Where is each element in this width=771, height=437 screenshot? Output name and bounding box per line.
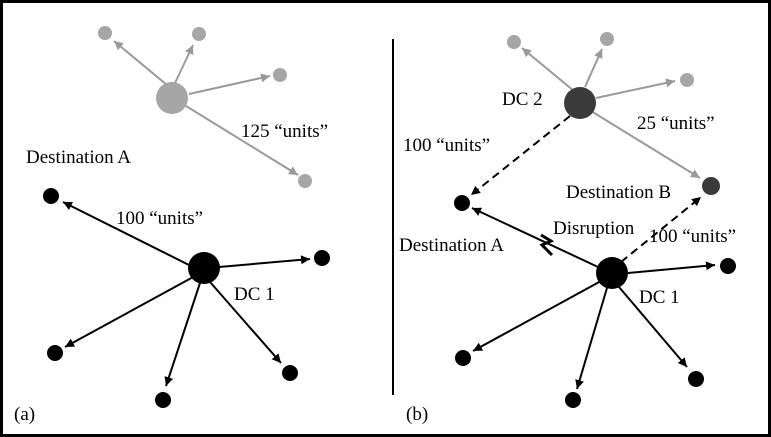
panel-a-gray-edge: [174, 44, 194, 84]
panel-b-gray-nodes: [507, 32, 694, 87]
panel-a-tag: (a): [14, 404, 36, 425]
network-diagram: [43, 26, 736, 408]
panel-a-destination-node: [47, 345, 63, 361]
panel-b-destination-node: [565, 392, 581, 408]
panel-a-gray-edge: [188, 73, 271, 95]
panel-a-dc1-flows: [62, 201, 311, 387]
panel-b-destination-b-node: [702, 177, 720, 195]
panel-b-dc2-node: [564, 87, 596, 119]
panel-b-rerouted-flows: [470, 115, 702, 263]
panel-a-gray-flow-label: 125 “units”: [241, 121, 329, 142]
panel-b-dc1-label: DC 1: [639, 287, 680, 308]
panel-a-flow-edge: [209, 281, 282, 364]
panel-b-gray-edge: [595, 78, 676, 99]
panel-a-gray-edge: [113, 40, 168, 86]
panel-a-destination-node: [155, 392, 171, 408]
panel-a-gray-edge: [185, 105, 299, 176]
panel-a-dc-label: DC 1: [234, 284, 275, 305]
panel-a-gray-destination-node: [298, 174, 312, 188]
panel-a-flow-edge: [218, 255, 311, 268]
panel-a-flow-edge: [64, 275, 196, 348]
panel-b-dc2-label: DC 2: [502, 89, 543, 110]
panel-a-destination-a-node: [43, 188, 59, 204]
panel-a-gray-destination-node: [273, 68, 287, 82]
panel-a-flow-to-destination-a: [62, 201, 190, 266]
panel-a-gray-dc-node: [156, 82, 188, 114]
panel-b-flow-edge: [472, 280, 602, 352]
panel-a-gray-destination-node: [98, 26, 112, 40]
panel-b-flow-edge: [575, 287, 608, 390]
panel-b-tag: (b): [406, 404, 429, 425]
panel-a-gray-network: [113, 40, 299, 176]
panel-b-gray-destination-node: [507, 35, 521, 49]
panel-a-flow-label: 100 “units”: [116, 208, 204, 229]
disruption-bolt-icon: [539, 233, 555, 257]
panel-a-gray-destination-node: [192, 27, 206, 41]
panel-b-dc1-to-b-label: 100 “units”: [649, 226, 737, 247]
panel-b-dc2-to-a-label: 100 “units”: [403, 135, 491, 156]
panel-a-dc1-nodes: [43, 188, 330, 408]
panel-b-flow-edge: [627, 261, 716, 274]
panel-b-disrupted-flow-to-destination-a: [471, 207, 599, 268]
panel-b-dc2-outbound: [521, 47, 701, 179]
panel-a-gray-nodes: [98, 26, 312, 188]
panel-b-destination-a-node: [454, 195, 470, 211]
panel-b-dc1-to-destination-b: [620, 196, 702, 263]
panel-b-dc1-flows: [471, 207, 716, 390]
panel-a-destination-node: [282, 365, 298, 381]
panel-a-flow-edge: [164, 282, 201, 387]
panel-a-destination-label: Destination A: [26, 147, 132, 168]
panel-b-dc2-to-destination-a: [470, 115, 571, 196]
panel-b-destination-node: [720, 258, 736, 274]
panel-b-destination-b-label: Destination B: [566, 182, 672, 203]
panel-b-disruption-label: Disruption: [553, 218, 635, 239]
panel-a-dc1-node: [188, 252, 220, 284]
panel-a-destination-node: [314, 250, 330, 266]
panel-b-gray-edge: [584, 48, 603, 88]
panel-b-dc2-to-destination-b: [590, 110, 701, 179]
panel-b-nodes: [454, 87, 736, 408]
panel-b-destination-node: [688, 371, 704, 387]
panel-b-dc1-node: [596, 257, 628, 289]
panel-b-gray-destination-node: [680, 73, 694, 87]
panel-b-destination-node: [455, 350, 471, 366]
panel-b-flow-edge: [618, 286, 688, 368]
panel-b-gray-destination-node: [600, 32, 614, 46]
panel-b-dc2-to-b-label: 25 “units”: [637, 113, 715, 134]
panel-b-gray-edge: [521, 47, 575, 92]
panel-b-destination-a-label: Destination A: [399, 235, 505, 256]
